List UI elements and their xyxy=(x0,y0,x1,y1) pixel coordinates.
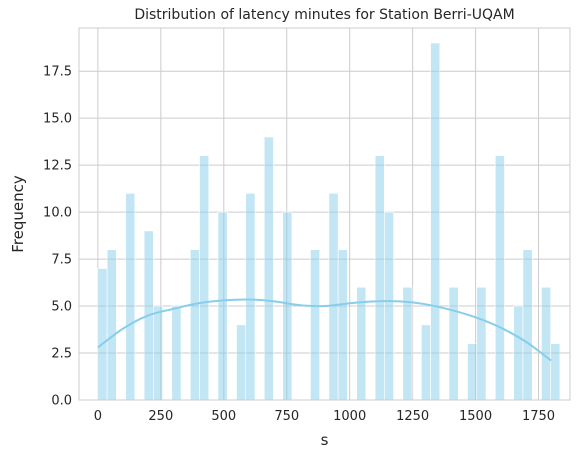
histogram-bar xyxy=(328,193,339,401)
histogram-bar xyxy=(236,324,247,401)
histogram-bar xyxy=(125,193,136,401)
y-tick-label: 17.5 xyxy=(43,65,72,80)
histogram-bar xyxy=(199,155,210,401)
y-tick-label: 10.0 xyxy=(43,206,72,221)
x-tick-label: 500 xyxy=(211,409,236,424)
y-tick-label: 2.5 xyxy=(51,347,72,362)
x-tick-label: 750 xyxy=(274,409,299,424)
histogram-bar xyxy=(402,286,413,401)
kde-curve xyxy=(97,298,552,362)
histogram-bar xyxy=(522,249,533,401)
histogram-bar xyxy=(106,249,117,401)
histogram-bar xyxy=(421,324,431,401)
histogram-bar xyxy=(217,211,228,401)
histogram-bar xyxy=(97,268,108,401)
bar-layer xyxy=(97,42,561,401)
x-tick-label: 1250 xyxy=(396,409,429,424)
y-tick-label: 7.5 xyxy=(51,253,72,268)
chart-title: Distribution of latency minutes for Stat… xyxy=(134,7,514,23)
x-tick-label: 1000 xyxy=(333,409,366,424)
histogram-bar xyxy=(374,155,385,401)
x-tick-label: 1500 xyxy=(459,409,492,424)
histogram-bar xyxy=(550,343,561,401)
y-tick-label: 12.5 xyxy=(43,159,72,174)
x-tick-label: 1750 xyxy=(522,409,555,424)
histogram-bar xyxy=(356,286,367,401)
x-tick-label: 250 xyxy=(148,409,173,424)
y-tick-label: 5.0 xyxy=(51,300,72,315)
histogram-bar xyxy=(171,305,182,401)
tick-label-layer: 0 250 500 750 1000 1250 1500 1750 0.0 2.5 5.0 7.5 10… xyxy=(43,65,555,424)
histogram-bar xyxy=(467,343,478,401)
x-axis-label: s xyxy=(321,431,329,449)
plot-frame xyxy=(78,27,571,401)
kde-layer xyxy=(97,298,552,362)
histogram-bar xyxy=(282,211,293,401)
histogram-bar xyxy=(153,305,163,401)
y-axis-label: Frequency xyxy=(9,175,27,253)
histogram-bar xyxy=(513,305,524,401)
histogram-bar xyxy=(310,249,320,401)
y-tick-label: 15.0 xyxy=(43,112,72,127)
histogram-bar xyxy=(384,211,394,401)
histogram-bar xyxy=(476,286,487,401)
histogram-bar xyxy=(541,286,551,401)
histogram-bar xyxy=(263,136,274,401)
histogram-bar xyxy=(494,155,505,401)
histogram-bar xyxy=(448,286,459,401)
y-tick-label: 0.0 xyxy=(51,394,72,409)
histogram-bar xyxy=(430,42,441,401)
histogram-bar xyxy=(337,249,348,401)
x-tick-label: 0 xyxy=(94,409,102,424)
histogram-bar xyxy=(189,249,200,401)
histogram-bar xyxy=(245,193,256,401)
